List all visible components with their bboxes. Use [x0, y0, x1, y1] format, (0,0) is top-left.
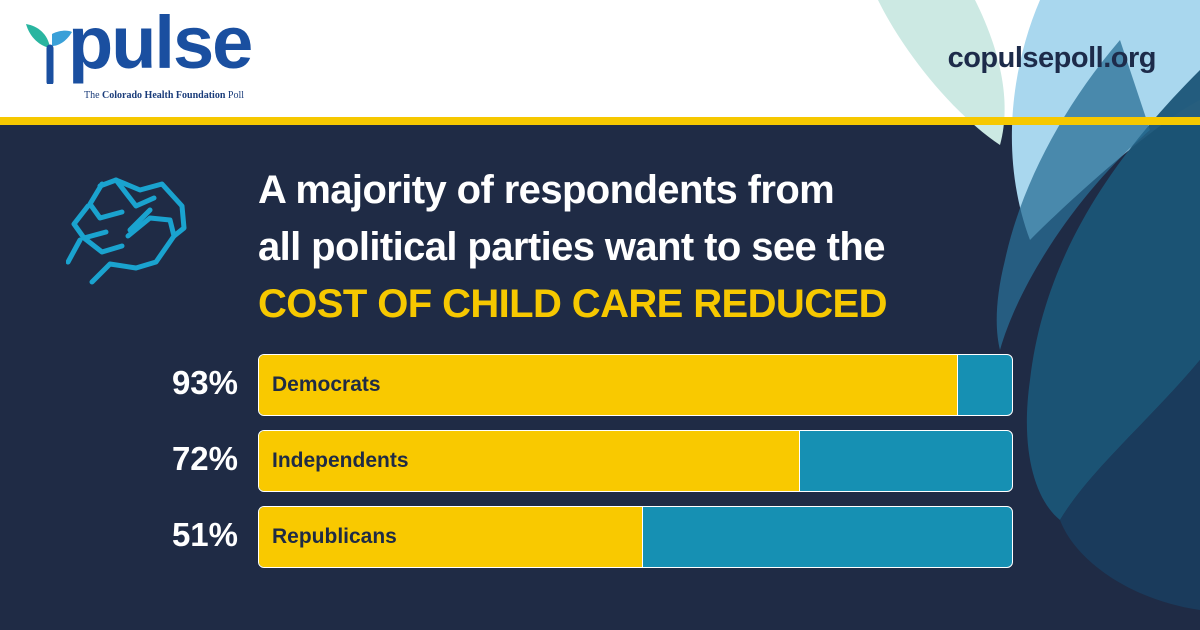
leaf-icon — [26, 24, 72, 84]
bar-category-label: Independents — [272, 449, 409, 472]
bar-value-label: 93% — [171, 364, 238, 401]
bar-row: 93% Democrats — [0, 354, 1200, 416]
bar-category-label: Democrats — [272, 373, 381, 396]
bar — [259, 507, 643, 567]
headline-highlight: COST OF CHILD CARE REDUCED — [258, 282, 887, 326]
bar-category-label: Republicans — [272, 525, 397, 548]
bar — [259, 355, 958, 415]
logo-tagline-suffix: Poll — [225, 90, 245, 101]
bar-track: Democrats — [258, 354, 1013, 416]
bar — [259, 431, 800, 491]
bar-track: Independents — [258, 430, 1013, 492]
logo-tagline-strong: Colorado Health Foundation — [102, 90, 226, 101]
bar-track: Republicans — [258, 506, 1013, 568]
gold-divider — [0, 117, 1200, 125]
headline-line-1: A majority of respondents from — [258, 168, 835, 212]
site-url[interactable]: copulsepoll.org — [947, 42, 1157, 74]
headline: A majority of respondents from all polit… — [258, 162, 887, 333]
logo-tagline-prefix: The — [84, 90, 103, 101]
clasped-hands-icon — [66, 177, 187, 285]
headline-line-2: all political parties want to see the — [258, 225, 885, 269]
bar-value-label: 72% — [171, 440, 238, 477]
logo-wordmark: pulse — [68, 1, 253, 84]
logo-tagline: The Colorado Health Foundation Poll — [84, 90, 244, 101]
bar-row: 51% Republicans — [0, 506, 1200, 568]
bar-value-label: 51% — [171, 516, 238, 553]
bar-row: 72% Independents — [0, 430, 1200, 492]
pulse-logo[interactable]: pulse The Colorado Health Foundation Pol… — [24, 6, 284, 106]
